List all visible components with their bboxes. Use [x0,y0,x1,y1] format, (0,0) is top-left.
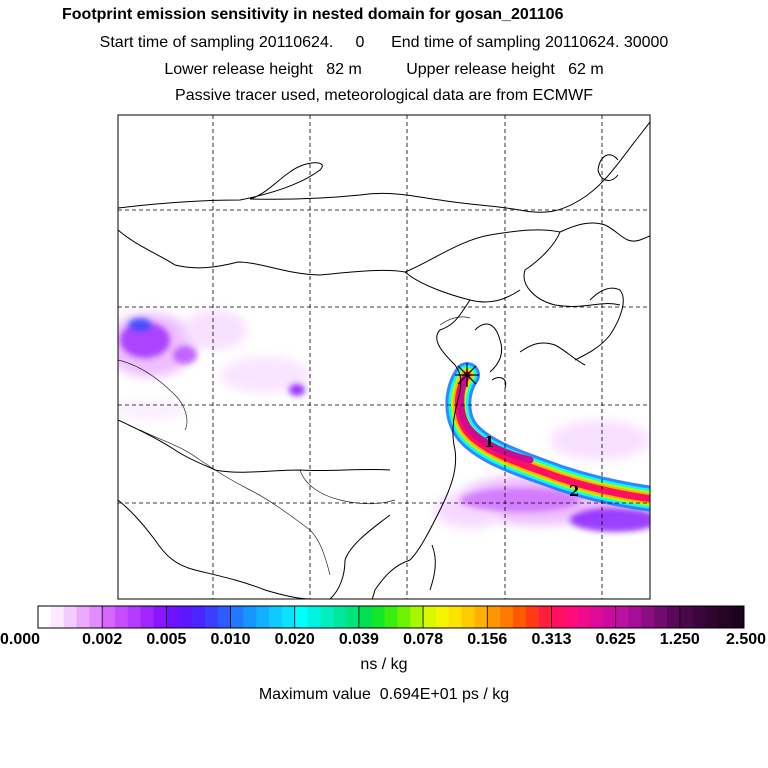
colorbar-cell [551,606,565,628]
colorbar-cell [115,606,129,628]
colorbar-cell [410,606,424,628]
track-label-1: 1 [484,433,494,451]
sampling-time-line: Start time of sampling 20110624. 0 End t… [99,34,669,51]
colorbar-cell [50,606,64,628]
colorbar-tick-label: 0.000 [0,631,40,648]
colorbar-cell [474,606,488,628]
colorbar-tick-label: 0.078 [403,631,443,648]
colorbar-cell [448,606,462,628]
colorbar-cell [666,606,681,628]
graticule [118,115,650,599]
colorbar-cell [487,606,501,628]
colorbar-cell [102,606,116,628]
colorbar-cell [397,606,411,628]
colorbar-cell [76,606,90,628]
colorbar-cell [243,606,257,628]
colorbar-cell [192,606,206,628]
colorbar-cell [512,606,527,628]
colorbar-cell [423,606,437,628]
colorbar-cell [589,606,604,628]
colorbar-tick-label: 0.020 [275,631,315,648]
colorbar-cell [461,606,475,628]
colorbar-cell [641,606,655,628]
maximum-value-line: Maximum value 0.694E+01 ps / kg [258,686,510,703]
colorbar-frame [37,605,745,629]
colorbar-cell [256,606,270,628]
plot-title: Footprint emission sensitivity in nested… [62,6,564,23]
colorbar-cell [333,606,347,628]
colorbar-cell [217,606,231,628]
colorbar-cell [602,606,616,628]
colorbar-cell [679,606,693,628]
colorbar-cell [731,606,745,628]
colorbar-cell [63,606,77,628]
colorbar-cell [230,606,244,628]
transport-track [445,362,650,512]
colorbar-cell [358,606,373,628]
tracer-info-line: Passive tracer used, meteorological data… [175,87,593,104]
colorbar-tick-label: 0.313 [531,631,571,648]
colorbar-cell [38,606,52,628]
colorbar-cell [705,606,719,628]
colorbar-cell [435,606,450,628]
colorbar-cell [294,606,308,628]
coastlines [118,121,650,599]
colorbar-tick-label: 0.005 [146,631,186,648]
track-label-2: 2 [569,482,579,500]
colorbar-cell [153,606,167,628]
colorbar-cell [269,606,283,628]
colorbar-cell [346,606,360,628]
colorbar-tick-label: 0.039 [339,631,379,648]
colorbar-cell [384,606,398,628]
colorbar-cell [320,606,334,628]
colorbar-tick-label: 0.156 [467,631,507,648]
colorbar-cell [692,606,706,628]
colorbar-cell [577,606,591,628]
colorbar-cell [89,606,103,628]
colorbar-units: ns / kg [360,656,408,673]
colorbar-cell [166,606,180,628]
colorbar-cell [371,606,385,628]
colorbar-tick-label: 0.002 [82,631,122,648]
release-height-line: Lower release height 82 m Upper release … [164,61,604,78]
colorbar-cell [525,606,539,628]
map-frame [117,114,651,600]
colorbar-cell [204,606,219,628]
colorbar-cell [500,606,514,628]
colorbar-cell [179,606,193,628]
colorbar-cell [564,606,578,628]
colorbar-tick-label: 0.010 [210,631,250,648]
colorbar-tick-label: 0.625 [596,631,636,648]
sensitivity-field-mid [120,318,650,532]
colorbar-cell [615,606,629,628]
colorbar-cell [127,606,141,628]
colorbar-cell [538,606,552,628]
colorbar-cell [628,606,642,628]
colorbar-cell [654,606,668,628]
colorbar-cell [718,606,732,628]
colorbar-tick-label: 2.500 [726,631,766,648]
colorbar-cell [281,606,296,628]
colorbar-cell [307,606,321,628]
colorbar-tick-label: 1.250 [660,631,700,648]
release-site-marker [455,363,479,387]
colorbar-cell [140,606,154,628]
